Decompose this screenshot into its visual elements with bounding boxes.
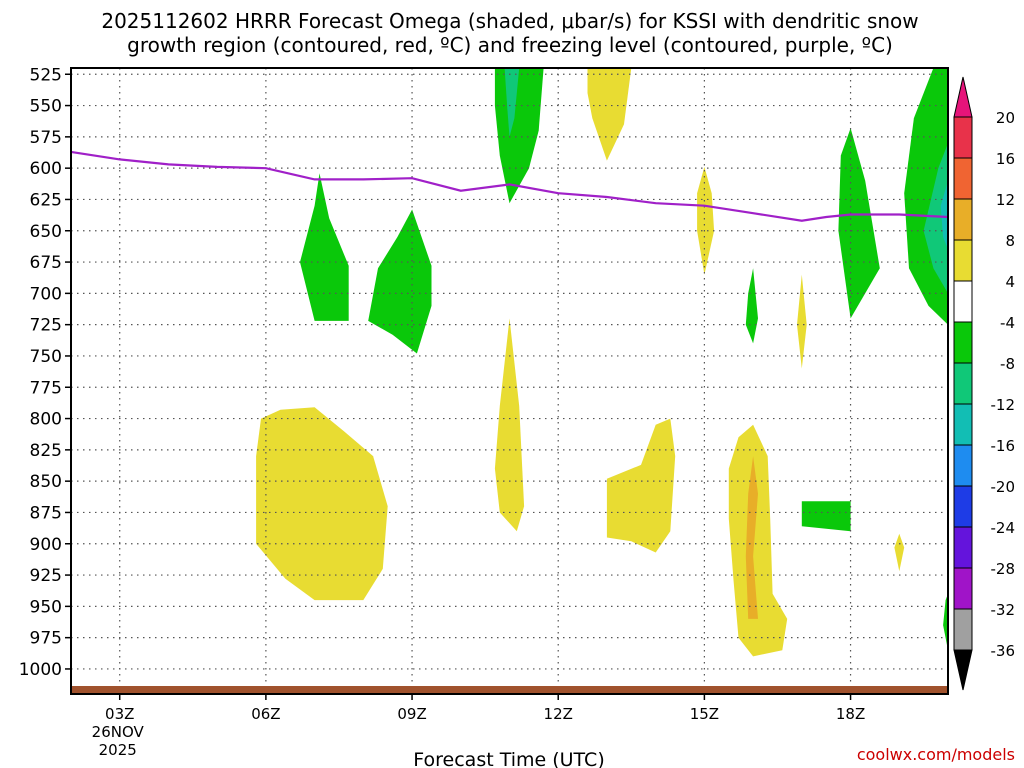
colorbar-band--16-to--12 [953, 403, 973, 446]
time-tick-12Z: 12Z [544, 705, 573, 723]
colorbar-band-4-to-8 [953, 239, 973, 282]
colorbar-band--4-to-4 [953, 280, 973, 323]
colorbar-band-8-to-12 [953, 198, 973, 241]
colorbar-band--32-to--28 [953, 567, 973, 610]
colorbar-label-16: 16 [996, 150, 1015, 168]
omega-shaded-layer [256, 68, 948, 657]
colorbar-label-20: 20 [996, 109, 1015, 127]
orange-core-16z [745, 456, 758, 619]
colorbar-label--12: -12 [991, 396, 1016, 414]
pressure-tick-975: 975 [30, 629, 62, 649]
pressure-tick-550: 550 [30, 97, 62, 117]
pressure-tick-1000: 1000 [19, 660, 62, 680]
pressure-tick-800: 800 [30, 410, 62, 430]
colorbar-band--36-to--32 [953, 608, 973, 651]
yellow-region-14z [606, 418, 676, 553]
credit-text: coolwx.com/models [857, 745, 1015, 764]
colorbar-band-16-to-20 [953, 116, 973, 159]
grid-lines [71, 68, 948, 694]
colorbar-label--4: -4 [1000, 314, 1015, 332]
time-tick-03Z: 03Z [105, 705, 134, 723]
colorbar-label--24: -24 [991, 519, 1016, 537]
colorbar-band--8-to--4 [953, 321, 973, 364]
colorbar-over-arrow [953, 76, 973, 118]
time-tick-18Z: 18Z [836, 705, 865, 723]
time-tick-06Z: 06Z [251, 705, 280, 723]
green-region-07z [300, 173, 349, 321]
pressure-tick-675: 675 [30, 253, 62, 273]
time-tick-09Z: 09Z [397, 705, 426, 723]
pressure-tick-775: 775 [30, 378, 62, 398]
pressure-tick-575: 575 [30, 128, 62, 148]
green-region-16z [745, 268, 758, 344]
pressure-tick-600: 600 [30, 159, 62, 179]
yellow-region-11z-low [494, 318, 525, 532]
teal-region-20z [923, 143, 948, 294]
yellow-region-17z [797, 274, 807, 369]
colorbar-label-8: 8 [1005, 232, 1015, 250]
colorbar-label--20: -20 [991, 478, 1016, 496]
yellow-region-16z-low [728, 424, 788, 657]
colorbar-label--36: -36 [991, 642, 1016, 660]
time-tick-15Z: 15Z [690, 705, 719, 723]
colorbar-band-12-to-16 [953, 157, 973, 200]
time-tick-date: 26NOV [92, 723, 145, 741]
plot-frame [70, 67, 949, 695]
pressure-tick-875: 875 [30, 503, 62, 523]
yellow-region-13z-top [587, 68, 632, 161]
pressure-axis: 525 550 575 600 625 650 675 700 725 750 775 800 825 8… [19, 65, 71, 680]
freezing-level-layer [70, 150, 949, 222]
pressure-tick-850: 850 [30, 472, 62, 492]
green-region-09z [368, 209, 432, 354]
pressure-tick-950: 950 [30, 597, 62, 617]
colorbar-label--16: -16 [991, 437, 1016, 455]
teal-core-11z [504, 68, 520, 137]
colorbar-band--12-to--8 [953, 362, 973, 405]
time-tick-year: 2025 [99, 741, 137, 759]
yellow-region-15z [697, 166, 715, 275]
colorbar: 20 16 12 8 4 -4 -8 -12 -16 -20 -24 -28 -32 -36 [953, 76, 1016, 691]
colorbar-label--8: -8 [1000, 355, 1015, 373]
chart-title-line2: growth region (contoured, red, ºC) and f… [127, 33, 893, 57]
pressure-tick-650: 650 [30, 222, 62, 242]
freezing-level-line [70, 150, 949, 222]
x-axis-title: Forecast Time (UTC) [413, 749, 604, 768]
green-region-18z [838, 128, 880, 319]
yellow-region-0630z [256, 407, 388, 601]
colorbar-label-4: 4 [1005, 273, 1015, 291]
pressure-tick-725: 725 [30, 316, 62, 336]
green-region-17z-low [801, 501, 851, 532]
pressure-tick-625: 625 [30, 190, 62, 210]
pressure-tick-700: 700 [30, 284, 62, 304]
pressure-tick-925: 925 [30, 566, 62, 586]
pressure-tick-750: 750 [30, 347, 62, 367]
chart-title-line1: 2025112602 HRRR Forecast Omega (shaded, … [101, 9, 918, 33]
colorbar-label--28: -28 [991, 560, 1016, 578]
yellow-region-19z-low [894, 533, 905, 572]
blue-region-20z [940, 180, 948, 250]
colorbar-band--24-to--20 [953, 485, 973, 528]
colorbar-under-arrow [953, 649, 973, 691]
colorbar-band--28-to--24 [953, 526, 973, 569]
colorbar-band--20-to--16 [953, 444, 973, 487]
terrain-strip [71, 686, 948, 693]
pressure-tick-525: 525 [30, 65, 62, 85]
colorbar-label--32: -32 [991, 601, 1016, 619]
pressure-tick-900: 900 [30, 535, 62, 555]
green-region-20z-low [943, 593, 948, 651]
pressure-tick-825: 825 [30, 441, 62, 461]
colorbar-label-12: 12 [996, 191, 1015, 209]
